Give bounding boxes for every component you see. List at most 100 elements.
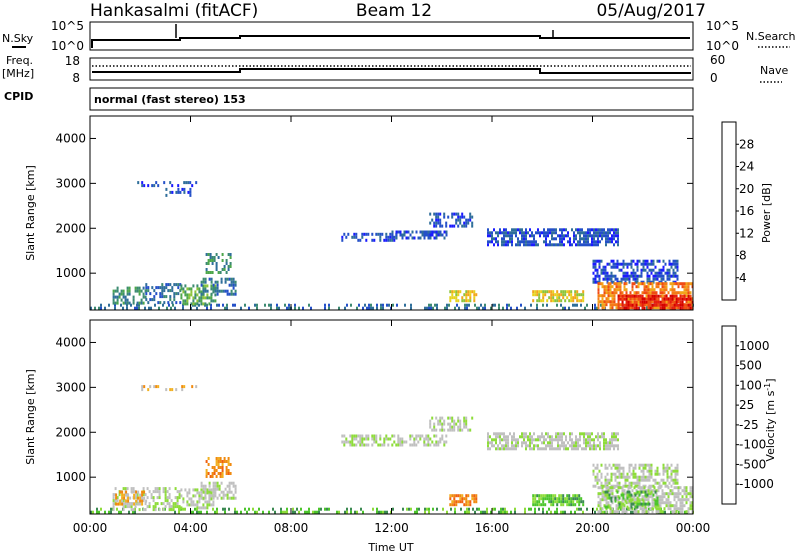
echo-cell: [135, 493, 138, 497]
echo-cell: [505, 228, 507, 232]
echo-cell: [629, 495, 632, 499]
echo-cell: [186, 296, 189, 300]
echo-cell: [232, 286, 235, 290]
echo-cell: [119, 490, 122, 494]
echo-cell: [501, 447, 503, 451]
echo-cell: [644, 493, 647, 497]
echo-cell: [211, 256, 214, 259]
echo-cell: [304, 510, 306, 514]
echo-cell: [471, 221, 474, 225]
echo-cell: [224, 280, 227, 284]
echo-cell: [427, 434, 430, 438]
echo-cell: [580, 500, 583, 504]
echo-cell: [605, 507, 608, 511]
echo-cell: [671, 510, 674, 514]
echo-cell: [198, 287, 201, 291]
echo-cell: [92, 510, 94, 514]
echo-cell: [445, 434, 448, 438]
echo-cell: [521, 237, 523, 241]
echo-cell: [667, 306, 670, 310]
echo-cell: [576, 290, 579, 294]
echo-cell: [196, 500, 199, 504]
echo-cell: [176, 502, 179, 506]
echo-cell: [207, 253, 210, 256]
echo-cell: [475, 494, 478, 498]
echo-cell: [628, 499, 631, 503]
echo-cell: [664, 466, 667, 470]
echo-cell: [679, 291, 682, 295]
echo-cell: [635, 291, 638, 295]
echo-cell: [596, 475, 599, 479]
echo-cell: [654, 265, 657, 269]
echo-cell: [663, 297, 666, 301]
echo-cell: [585, 243, 587, 247]
echo-cell: [471, 290, 474, 294]
echo-cell: [681, 294, 684, 298]
echo-cell: [213, 259, 216, 262]
echo-cell: [473, 500, 476, 504]
echo-cell: [234, 496, 237, 500]
echo-cell: [564, 299, 567, 303]
colorbar-tick-label: 25: [739, 398, 754, 412]
echo-cell: [116, 499, 119, 503]
echo-cell: [600, 463, 603, 467]
echo-cell: [284, 303, 286, 307]
echo-cell: [212, 481, 215, 485]
echo-cell: [248, 306, 250, 310]
echo-cell: [499, 435, 501, 439]
echo-cell: [551, 441, 553, 445]
echo-cell: [221, 475, 224, 478]
echo-cell: [637, 282, 640, 286]
echo-cell: [206, 490, 209, 494]
echo-cell: [604, 268, 607, 272]
echo-cell: [156, 490, 159, 494]
colorbar-tick-label: 16: [739, 204, 754, 218]
echo-cell: [585, 447, 587, 451]
echo-cell: [677, 489, 680, 493]
echo-cell: [439, 437, 442, 441]
echo-cell: [592, 484, 595, 488]
echo-cell: [214, 299, 217, 303]
echo-cell: [609, 306, 612, 310]
echo-cell: [531, 234, 533, 238]
echo-cell: [534, 293, 537, 297]
echo-cell: [145, 298, 148, 302]
echo-cell: [376, 306, 378, 310]
echo-cell: [234, 484, 237, 488]
echo-cell: [465, 494, 468, 498]
echo-cell: [641, 507, 644, 511]
echo-cell: [626, 265, 629, 269]
echo-cell: [292, 510, 294, 514]
echo-cell: [142, 499, 145, 503]
echo-cell: [393, 434, 396, 438]
echo-cell: [536, 494, 539, 498]
echo-cell: [654, 472, 657, 476]
echo-cell: [530, 303, 532, 307]
echo-cell: [635, 507, 638, 511]
echo-cell: [643, 486, 646, 490]
echo-cell: [545, 444, 547, 448]
echo-cell: [597, 504, 600, 508]
echo-cell: [644, 490, 647, 494]
echo-cell: [587, 228, 589, 232]
echo-cell: [556, 290, 559, 294]
colorbar-frame: [721, 121, 737, 301]
echo-cell: [497, 444, 499, 448]
echo-cell: [603, 231, 605, 235]
echo-cell: [660, 277, 663, 281]
echo-cell: [411, 443, 414, 447]
echo-cell: [605, 240, 607, 244]
echo-cell: [465, 419, 468, 423]
echo-cell: [685, 303, 688, 307]
echo-cell: [234, 292, 237, 296]
echo-cell: [351, 235, 354, 239]
echo-cell: [534, 497, 537, 501]
echo-cell: [675, 300, 678, 304]
echo-cell: [173, 298, 176, 302]
echo-cell: [628, 490, 631, 494]
echo-cell: [453, 425, 456, 429]
echo-cell: [668, 475, 671, 479]
echo-cell: [600, 271, 603, 275]
echo-cell: [643, 306, 646, 310]
echo-cell: [367, 437, 370, 441]
